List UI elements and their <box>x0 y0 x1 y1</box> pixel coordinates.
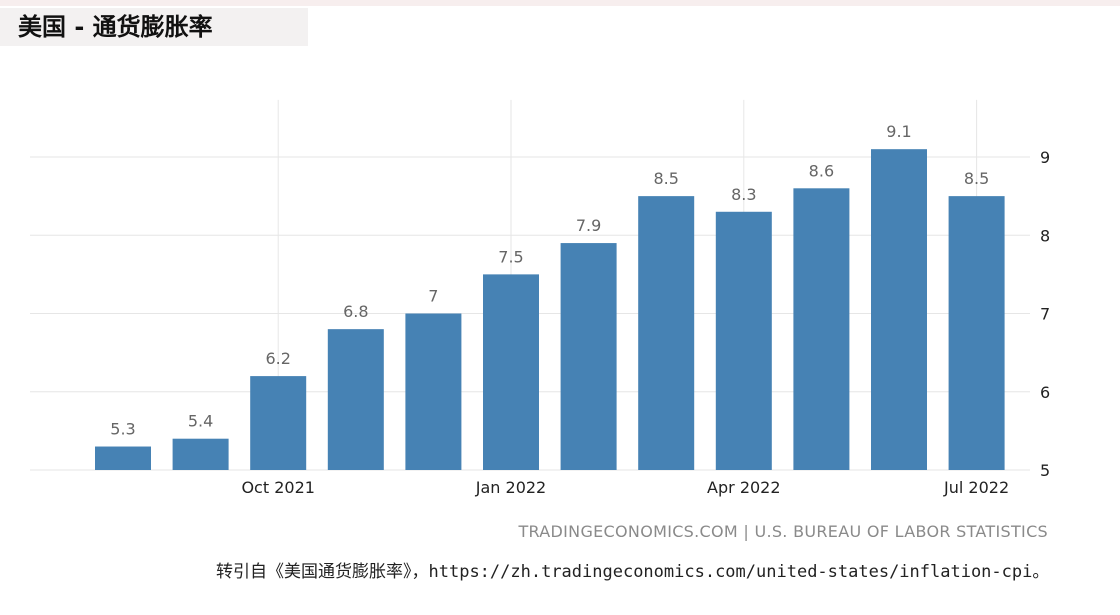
bar <box>638 196 695 470</box>
y-tick-label: 7 <box>1040 305 1050 324</box>
bar <box>405 313 462 470</box>
bar-value-label: 6.2 <box>265 349 290 368</box>
y-axis-ticks: 5 6 7 8 9 <box>1040 148 1050 480</box>
bar <box>715 211 772 470</box>
bar-value-label: 8.5 <box>653 169 678 188</box>
bar <box>871 149 927 471</box>
top-border <box>0 0 1120 6</box>
y-tick-label: 9 <box>1040 148 1050 167</box>
x-tick-label: Jan 2022 <box>475 478 546 497</box>
value-labels: 5.3 5.4 6.2 6.8 7 7.5 7.9 8.5 8.3 8.6 9.1 8.5 <box>110 122 989 438</box>
x-axis-ticks: Oct 2021 Jan 2022 Apr 2022 Jul 2022 <box>241 478 1009 497</box>
citation-text: 转引自《美国通货膨胀率》，https://zh.tradingeconomics… <box>216 562 1050 582</box>
bar-value-label: 8.3 <box>731 185 756 204</box>
bar-value-label: 7.5 <box>498 247 523 266</box>
bar-value-label: 9.1 <box>886 122 911 141</box>
bar <box>95 446 151 470</box>
bar <box>948 196 1005 470</box>
bar <box>327 329 384 470</box>
x-tick-label: Oct 2021 <box>241 478 314 497</box>
bar-value-label: 8.5 <box>964 169 989 188</box>
bar <box>793 188 850 471</box>
bar-value-label: 5.3 <box>110 420 135 439</box>
bar <box>483 274 539 470</box>
x-tick-label: Jul 2022 <box>943 478 1009 497</box>
bar <box>172 438 229 470</box>
bar-value-label: 7 <box>428 287 438 306</box>
chart-title: 美国 - 通货膨胀率 <box>0 8 308 46</box>
bar-value-label: 5.4 <box>188 412 213 431</box>
bars <box>95 149 1005 471</box>
y-tick-label: 6 <box>1040 383 1050 402</box>
y-tick-label: 5 <box>1040 461 1050 480</box>
x-tick-label: Apr 2022 <box>707 478 780 497</box>
bar-value-label: 7.9 <box>576 216 601 235</box>
y-tick-label: 8 <box>1040 226 1050 245</box>
bar-value-label: 6.8 <box>343 302 368 321</box>
source-credit: TRADINGECONOMICS.COM | U.S. BUREAU OF LA… <box>518 522 1048 541</box>
bar <box>250 376 307 470</box>
bar <box>560 243 617 470</box>
bar-value-label: 8.6 <box>809 161 834 180</box>
